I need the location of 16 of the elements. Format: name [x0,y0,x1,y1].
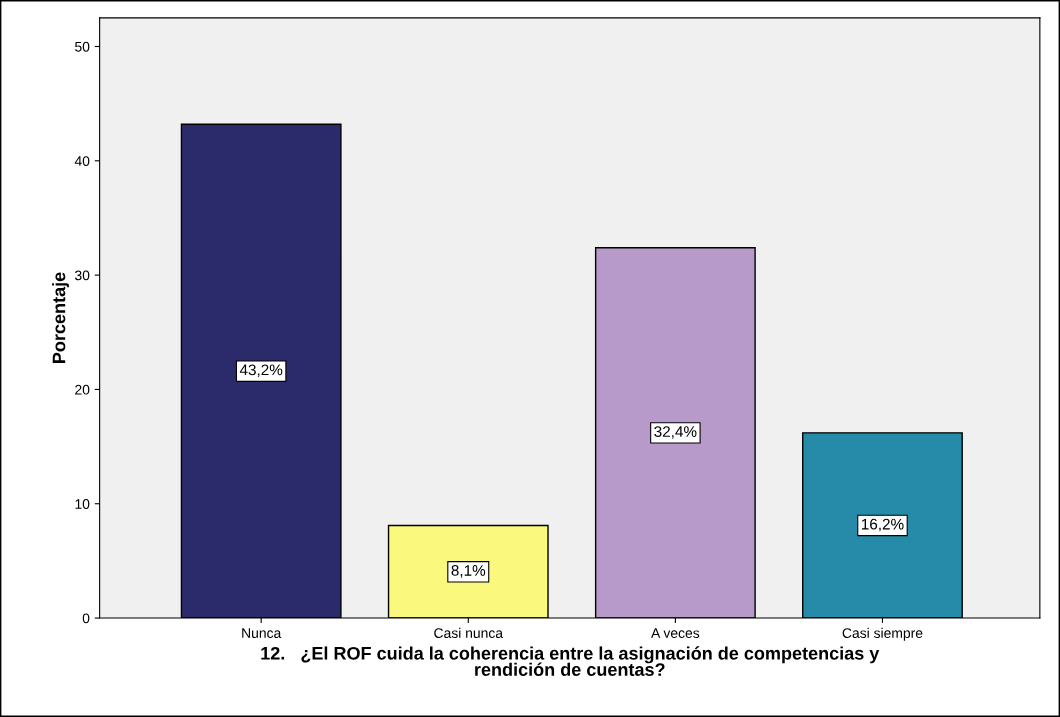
data-label: 32,4% [654,426,697,439]
y-tick-label: 30 [75,270,90,281]
y-tick-label: 10 [75,499,90,509]
y-tick-label: 20 [75,384,90,395]
y-tick-label: 0 [82,613,90,624]
y-tick-label: 50 [75,41,90,52]
y-axis-title: Porcentaje [52,272,69,363]
x-tick-label: A veces [651,628,700,638]
data-label: 8,1% [451,565,486,578]
y-tick-label: 40 [74,156,90,166]
x-tick-label: Casi siempre [842,627,923,641]
data-label: 16,2% [861,518,904,532]
x-axis-title: 12. ¿El ROF cuida la coherencia entre la asignación de competencias y rendición de cuentas? [261,646,880,676]
x-tick-label: Nunca [242,628,282,638]
data-label: 43,2% [239,364,283,378]
x-tick-label: Casi nunca [434,627,504,638]
